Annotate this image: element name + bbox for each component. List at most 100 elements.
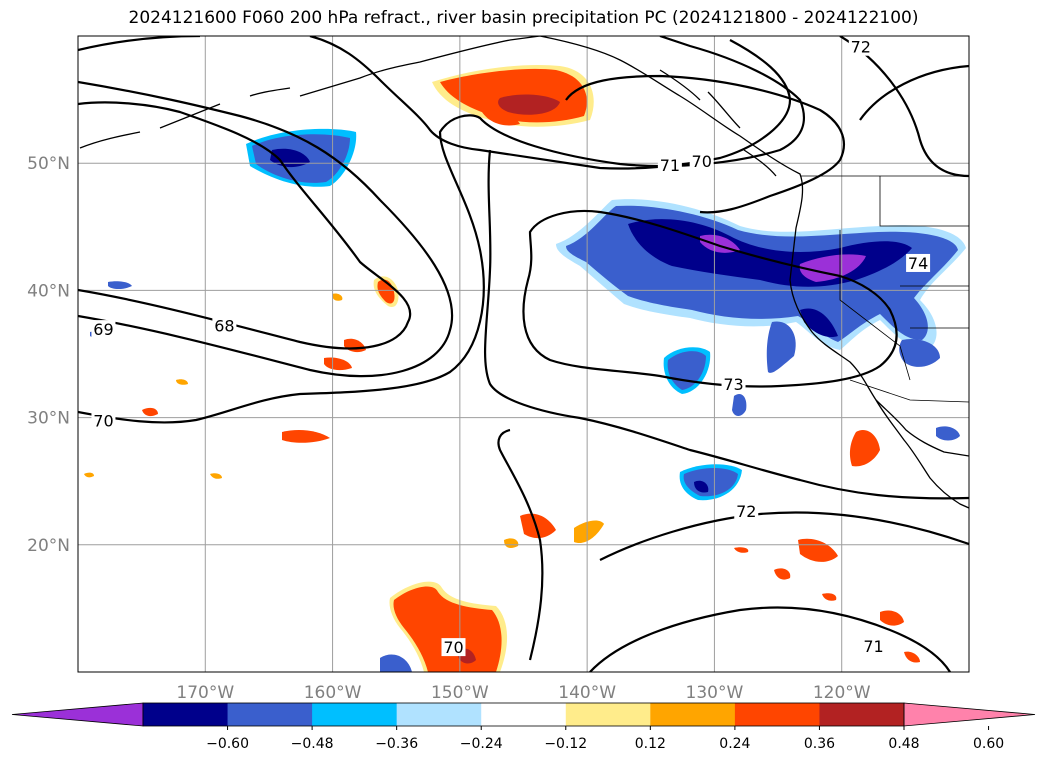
contour-label: 70 (692, 152, 712, 171)
contour-label-bg (906, 253, 931, 272)
colorbar-tick-label: 0.12 (635, 736, 666, 752)
lat-tick-label: 20°N (27, 536, 70, 556)
contour-label: 74 (908, 254, 928, 273)
contour-label: 72 (851, 38, 871, 57)
contour-line (483, 149, 969, 500)
colorbar-swatch (819, 703, 905, 726)
north-america-coastline (299, 36, 969, 509)
precip-negative-area (899, 338, 940, 367)
colorbar-tick-label: −0.24 (460, 736, 503, 752)
colorbar-swatch (650, 703, 736, 726)
precip-positive-area (210, 473, 222, 479)
precip-positive-area (880, 610, 904, 626)
lon-tick-label: 120°W (813, 683, 871, 703)
contour-label-bg (734, 502, 759, 520)
lat-tick-label: 30°N (27, 409, 70, 429)
longitude-tick-labels: 170°W 160°W 150°W 140°W 130°W 120°W (176, 683, 870, 703)
colorbar-swatch (312, 703, 398, 726)
colorbar-tick-label: 0.60 (973, 736, 1004, 752)
contour-label: 71 (660, 156, 680, 175)
chart-title: 2024121600 F060 200 hPa refract., river … (128, 8, 919, 28)
precip-positive-area (822, 593, 837, 601)
precip-negative-area (694, 480, 709, 493)
precip-positive-area (393, 586, 502, 672)
precip-fields (84, 64, 966, 672)
contour-label-bg (689, 152, 714, 171)
colorbar-swatch (734, 703, 820, 726)
precip-positive-area (774, 568, 791, 580)
contour-line (78, 80, 454, 378)
contour-label: 69 (93, 320, 113, 339)
state-border (879, 176, 969, 227)
gridlines (78, 36, 969, 672)
contour-label: 70 (93, 412, 113, 431)
precip-positive-area (734, 547, 749, 553)
baja-coastline (875, 399, 969, 457)
colorbar-tick-label: −0.48 (291, 736, 334, 752)
precip-negative-area (800, 308, 838, 338)
contour-line (839, 36, 969, 178)
lon-tick-label: 170°W (176, 683, 234, 703)
colorbar-tick-label: −0.12 (544, 736, 587, 752)
map-background (78, 36, 969, 672)
colorbar-extend-high (903, 702, 1036, 727)
contour-label-bg (861, 636, 886, 655)
contour-line (599, 511, 969, 561)
colorbar-extend-low (11, 702, 144, 727)
colorbar-tick-label: 0.36 (804, 736, 835, 752)
colorbar-swatch (481, 703, 567, 726)
precip-negative-area (732, 393, 747, 416)
contour-label-bg (721, 374, 746, 393)
precip-positive-area (904, 651, 920, 663)
contour-line (522, 209, 898, 388)
contour-label-bg (657, 156, 682, 175)
contour-label-bg (848, 37, 873, 56)
colorbar-swatch (227, 703, 313, 726)
refractivity-contours (78, 36, 969, 672)
latitude-tick-labels: 20°N 30°N 40°N 50°N (27, 154, 70, 556)
precip-negative-area (766, 321, 796, 373)
state-borders (800, 175, 969, 403)
precip-positive-area (520, 513, 556, 539)
lon-tick-label: 140°W (558, 683, 616, 703)
colorbar-tick-labels: −0.60 −0.48 −0.36 −0.24 −0.12 0.12 0.24 0.36 0.4… (206, 726, 1004, 752)
precip-negative-area (108, 281, 132, 289)
lon-tick-label: 160°W (304, 683, 362, 703)
precip-positive-area (84, 472, 94, 478)
colorbar-tick-label: 0.24 (719, 736, 750, 752)
state-border (849, 379, 969, 403)
colorbar-swatch (565, 703, 651, 726)
contour-label: 70 (443, 638, 463, 657)
bc-islands-coastline (659, 69, 777, 177)
state-border (839, 230, 911, 381)
precip-positive-area (498, 94, 560, 115)
contour-line (78, 36, 805, 424)
contour-label: 73 (723, 375, 743, 394)
map-frame (77, 35, 970, 673)
precip-positive-area (324, 357, 352, 371)
precip-negative-area (799, 254, 866, 282)
lat-tick-label: 40°N (27, 281, 70, 301)
contour-label-bg (91, 320, 116, 339)
colorbar-swatch (143, 703, 229, 726)
contour-label: 71 (863, 637, 883, 656)
colorbar-swatch (396, 703, 482, 726)
colorbar (11, 702, 1036, 727)
contour-line (589, 606, 951, 672)
precip-positive-area (574, 520, 604, 544)
coastlines (79, 36, 969, 509)
precip-negative-area (270, 148, 310, 168)
contour-label-bg (212, 316, 237, 335)
precip-negative-area (380, 654, 412, 672)
colorbar-frame (142, 702, 905, 727)
contour-labels: 72 70 71 74 69 68 73 70 72 70 71 (91, 37, 931, 657)
precip-positive-area (482, 110, 520, 126)
contour-label-bg (91, 411, 116, 430)
contour-line (78, 101, 412, 350)
precip-positive-area (849, 430, 880, 467)
precip-positive-area (504, 538, 519, 548)
contour-line (859, 64, 969, 121)
contour-label: 68 (214, 316, 234, 335)
precip-positive-area (142, 407, 158, 417)
